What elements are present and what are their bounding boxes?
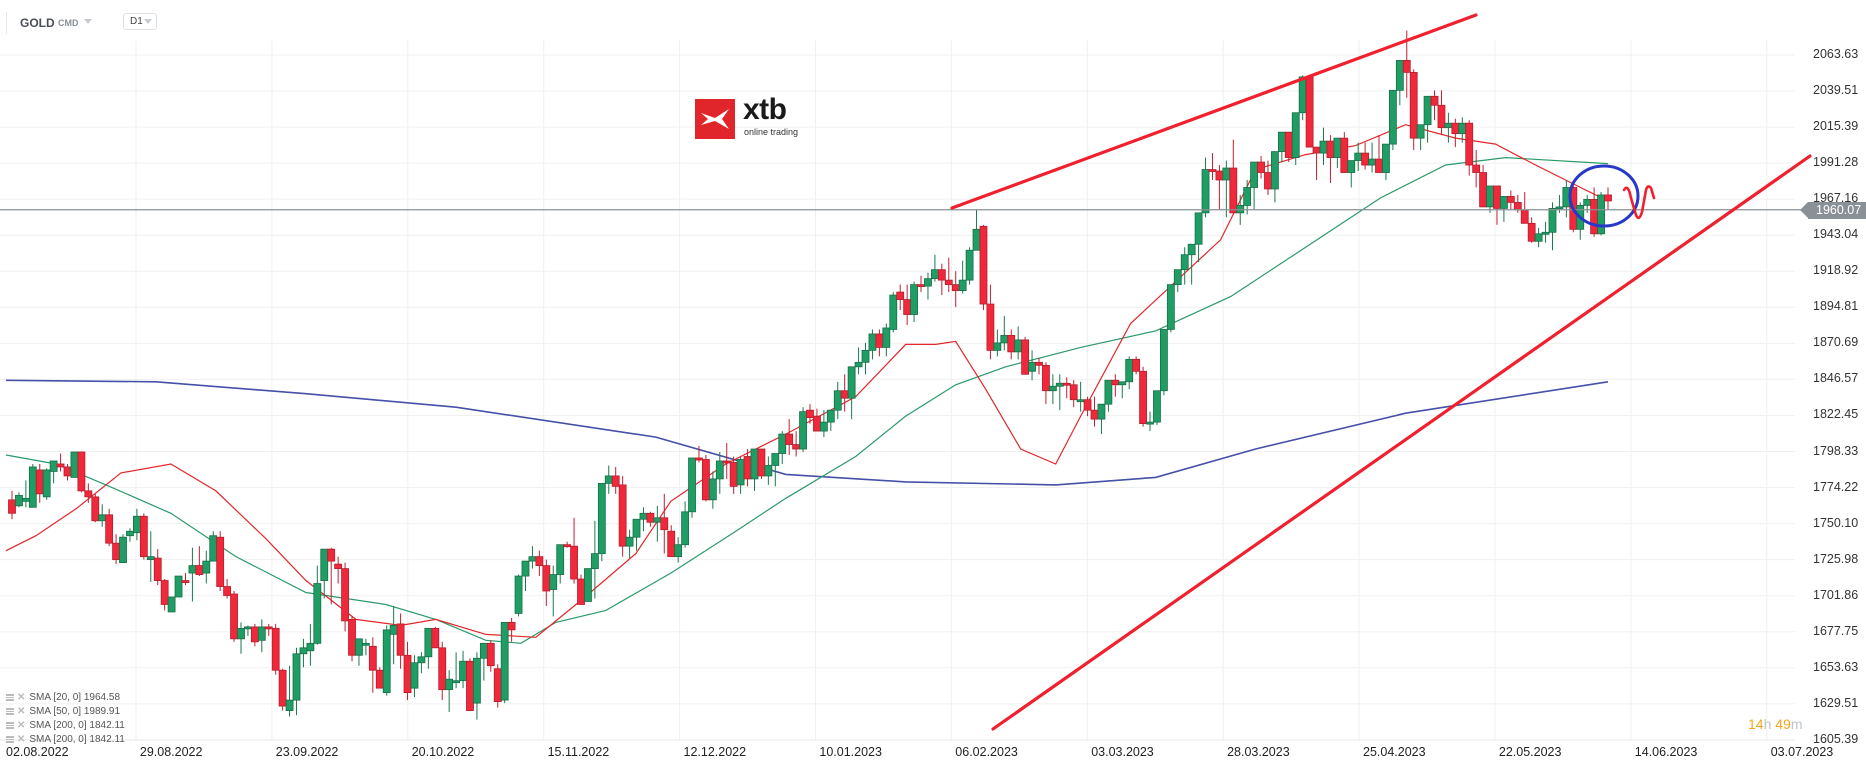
date-axis-label: 14.06.2023: [1634, 745, 1698, 759]
price-axis-label: 2063.63: [1813, 47, 1859, 61]
date-axis-label: 12.12.2022: [683, 745, 747, 759]
sma200-line: [5, 379, 1609, 486]
legend-label: SMA [20, 0] 1964.58: [29, 691, 121, 703]
legend-item-sma20: ✕ SMA [20, 0] 1964.58: [6, 690, 125, 704]
chart-grid: [0, 40, 1795, 741]
price-axis-label: 1991.28: [1813, 155, 1859, 170]
symbol-type: CMD: [58, 18, 79, 28]
price-axis-label: 1725.98: [1813, 551, 1859, 566]
remove-icon[interactable]: ✕: [17, 733, 26, 745]
price-axis-label: 1605.39: [1813, 731, 1859, 746]
date-axis-label: 22.05.2023: [1498, 745, 1562, 759]
xtb-logo-tagline: online trading: [744, 127, 799, 137]
timer-minutes-unit: m: [1790, 716, 1803, 732]
timeframe-value: D1: [130, 16, 143, 27]
candles: [8, 30, 1612, 720]
symbol-name[interactable]: GOLD: [20, 16, 55, 30]
toolbar-divider: [6, 12, 7, 34]
price-axis-label: 1774.22: [1813, 479, 1859, 494]
date-axis-label: 23.09.2022: [275, 745, 339, 759]
legend-item-sma50: ✕ SMA [50, 0] 1989.91: [6, 704, 125, 718]
timer-hours-unit: h: [1763, 716, 1772, 732]
date-axis-label: 06.02.2023: [955, 745, 1018, 759]
price-axis-label: 1798.33: [1813, 443, 1859, 458]
price-axis-label: 1943.04: [1813, 227, 1859, 242]
timer-hours: 14: [1748, 716, 1764, 732]
date-axis-label: 20.10.2022: [411, 745, 475, 759]
drawn-annotations[interactable]: [950, 13, 1812, 731]
legend-label: SMA [200, 0] 1842.11: [29, 733, 125, 745]
legend-item-sma200: ✕ SMA [200, 0] 1842.11: [6, 718, 125, 732]
sma20-line: [5, 124, 1609, 638]
symbol-dropdown-chevron-icon[interactable]: [84, 19, 92, 24]
xtb-logo: xtb online trading: [695, 93, 805, 139]
price-axis-label: 1653.63: [1813, 659, 1859, 674]
settings-icon[interactable]: [6, 707, 14, 715]
price-axis-label: 1870.69: [1813, 335, 1859, 350]
chart-toolbar: GOLD CMD D1: [0, 0, 1866, 40]
legend-label: SMA [50, 0] 1989.91: [29, 705, 121, 717]
price-axis-label: 1894.81: [1813, 299, 1859, 314]
settings-icon[interactable]: [6, 693, 14, 701]
date-axis-label: 28.03.2023: [1227, 745, 1290, 759]
price-axis-label: 1846.57: [1813, 371, 1859, 386]
xtb-logo-text: xtb: [743, 93, 787, 126]
date-axis-label: 25.04.2023: [1363, 745, 1426, 759]
date-axis-label: 15.11.2022: [547, 745, 610, 759]
timeframe-select[interactable]: D1: [123, 13, 157, 30]
legend-label: SMA [200, 0] 1842.11: [29, 719, 125, 731]
price-axis-label: 2015.39: [1813, 119, 1859, 134]
settings-icon[interactable]: [6, 735, 14, 743]
timer-minutes: 49: [1775, 716, 1791, 732]
xtb-logo-mark-icon: [695, 99, 735, 139]
date-axis-label: 03.03.2023: [1091, 745, 1154, 759]
price-axis-label: 1701.86: [1813, 587, 1859, 602]
timeframe-chevron-icon: [144, 19, 152, 24]
date-axis-label: 29.08.2022: [139, 745, 203, 759]
remove-icon[interactable]: ✕: [17, 705, 26, 717]
price-axis-label: 2039.51: [1813, 83, 1859, 98]
sma50-line: [5, 156, 1609, 644]
remove-icon[interactable]: ✕: [17, 691, 26, 703]
settings-icon[interactable]: [6, 721, 14, 729]
price-axis-label: 1822.45: [1813, 407, 1859, 422]
candle-countdown: 14h 49m: [1748, 716, 1803, 732]
price-axis-label: 1967.16: [1813, 191, 1859, 206]
price-axis-label: 1918.92: [1813, 263, 1859, 278]
price-axis-label: 1629.51: [1813, 695, 1859, 710]
legend-item-sma200-b: ✕ SMA [200, 0] 1842.11: [6, 732, 125, 746]
date-axis-label: 02.08.2022: [6, 745, 69, 759]
price-axis-label: 1750.10: [1813, 515, 1859, 530]
date-axis-label: 10.01.2023: [819, 745, 882, 759]
indicator-legend: ✕ SMA [20, 0] 1964.58 ✕ SMA [50, 0] 1989.9…: [6, 690, 125, 746]
remove-icon[interactable]: ✕: [17, 719, 26, 731]
current-price-tag: 1960.07: [1800, 202, 1866, 219]
date-axis-label: 03.07.2023: [1770, 745, 1834, 759]
price-axis-label: 1677.75: [1813, 623, 1859, 638]
